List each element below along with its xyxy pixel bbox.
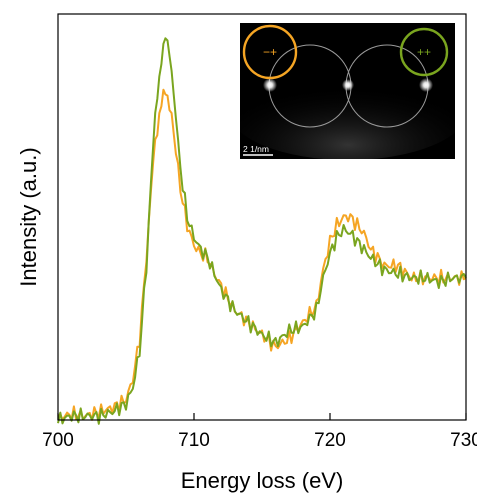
- series-layer: [57, 37, 467, 425]
- x-tick-label: 700: [42, 430, 74, 451]
- x-tick-marks: [57, 413, 467, 420]
- marker-label-plus-plus: ++: [417, 45, 431, 59]
- aperture-marker-minus-plus: [242, 24, 298, 80]
- diffraction-spot-right: [419, 78, 433, 92]
- x-tick-label: 720: [314, 430, 346, 451]
- y-axis-label: Intensity (a.u.): [16, 147, 41, 286]
- aperture-marker-plus-plus: [399, 27, 449, 77]
- marker-label-minus-plus: −+: [263, 45, 277, 59]
- x-tick-label: 730: [450, 430, 477, 451]
- scalebar-label: 2 1/nm: [243, 144, 269, 154]
- diffraction-spot-left: [263, 78, 277, 92]
- diffraction-spot-center: [342, 79, 354, 91]
- x-tick-labels: 700 710 720 730: [42, 430, 477, 451]
- x-tick-label: 710: [178, 430, 210, 451]
- inset-diffraction-image: −+ ++ 2 1/nm: [240, 23, 455, 159]
- series-line-2: [57, 37, 467, 425]
- plot-frame: [57, 13, 467, 421]
- x-axis-label: Energy loss (eV): [181, 468, 344, 493]
